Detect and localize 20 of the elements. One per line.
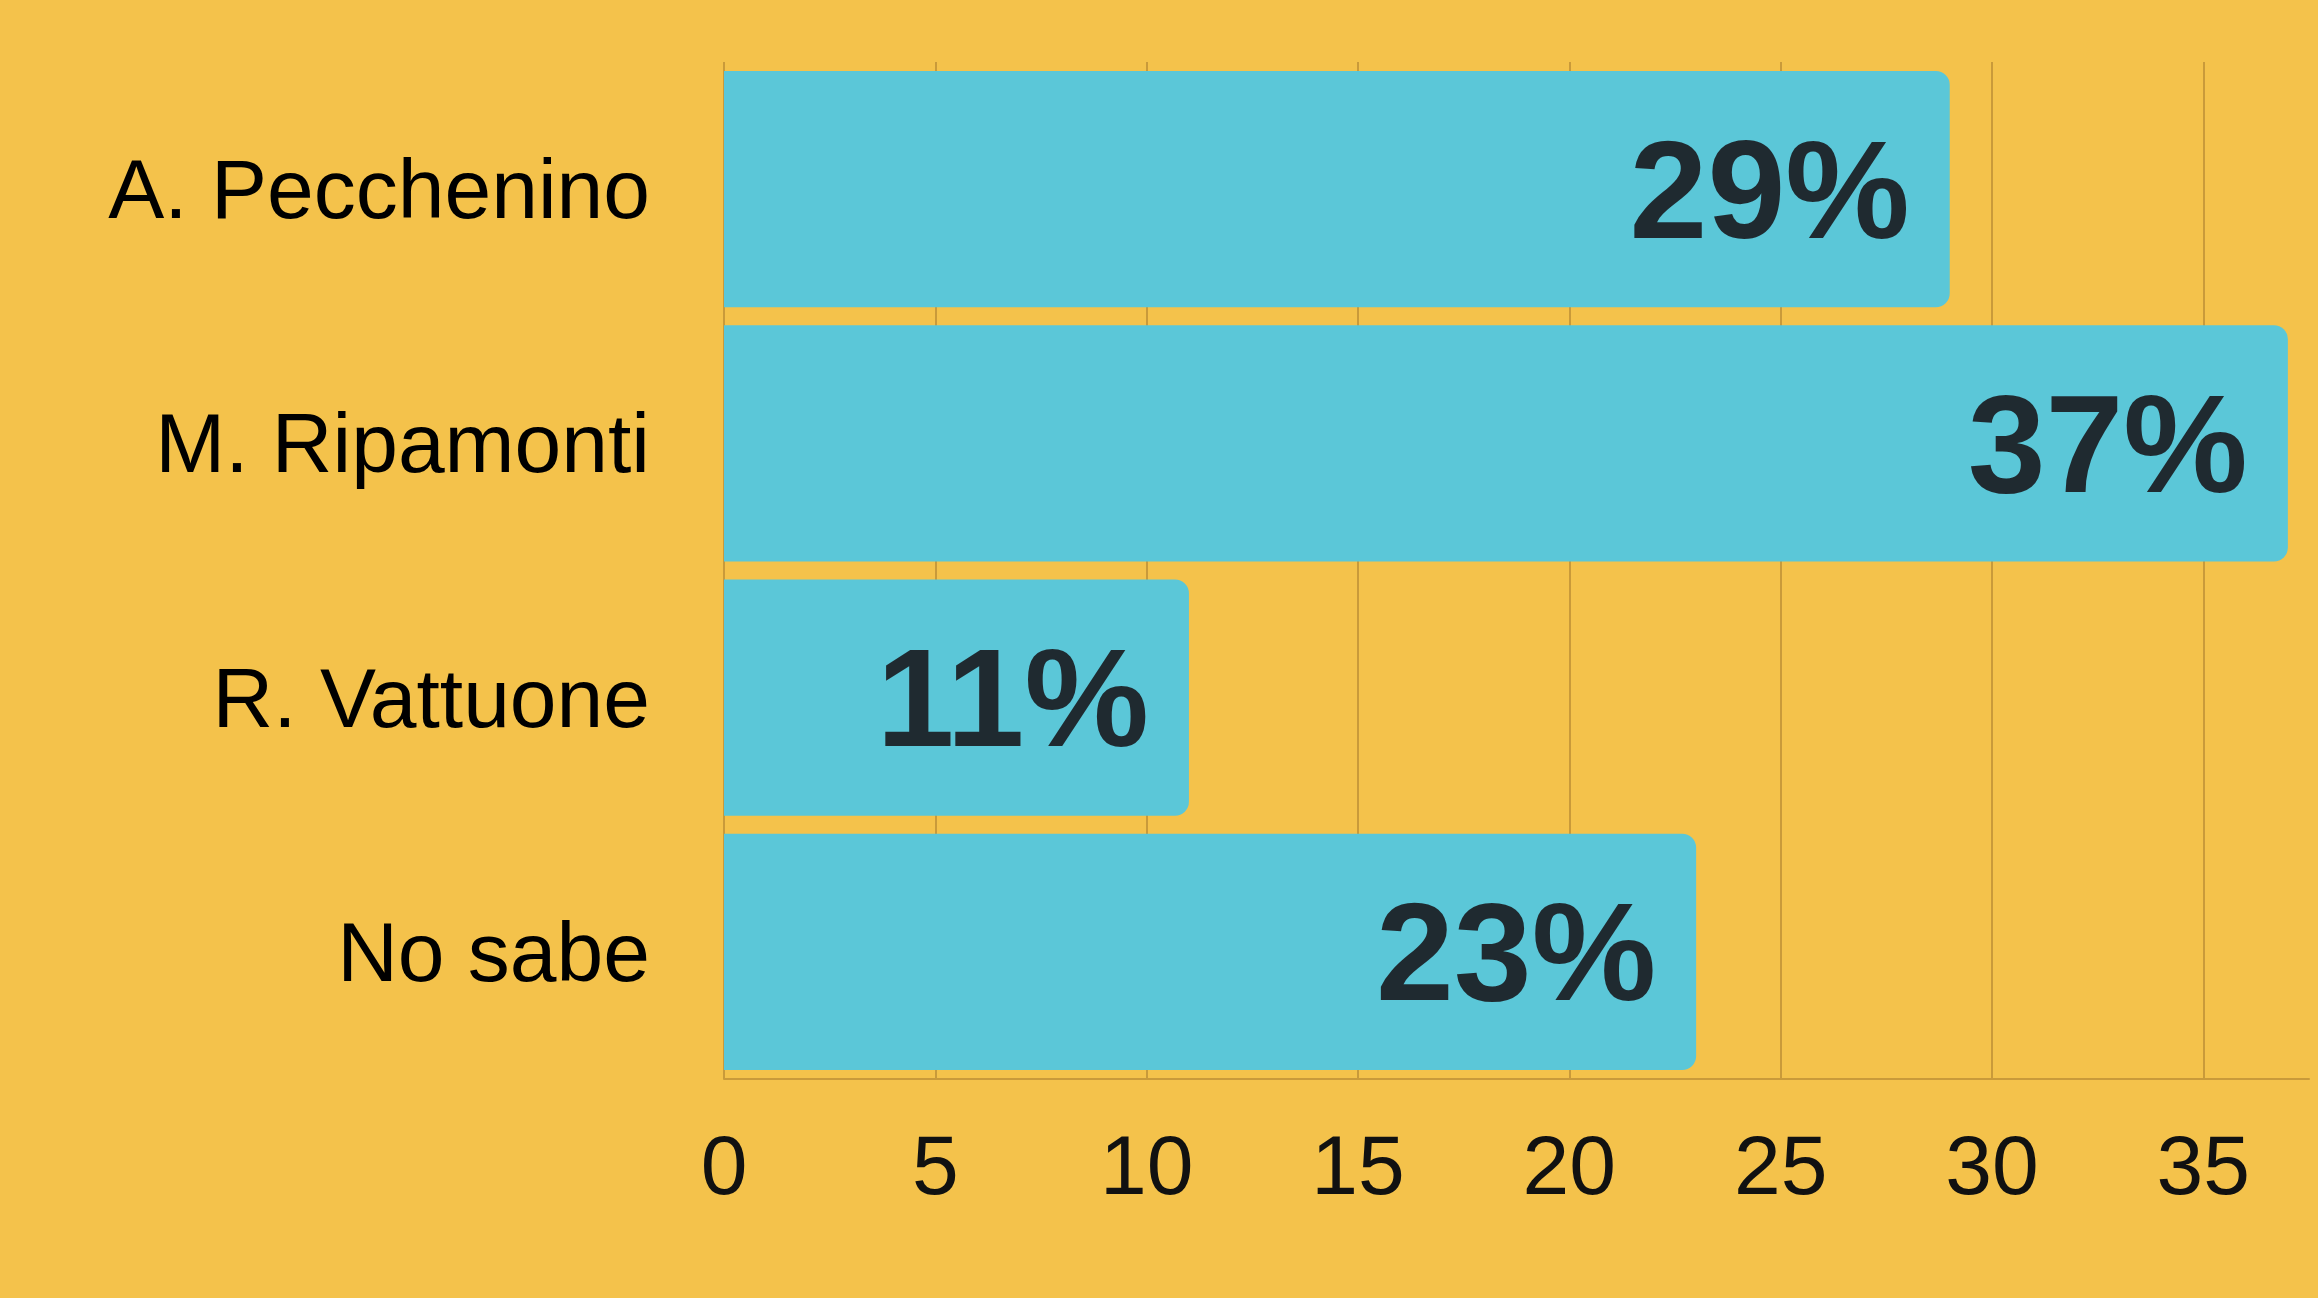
y-tick-label: A. Pecchenino [108,142,650,237]
y-tick-label: No sabe [337,904,650,999]
x-tick-label: 5 [911,1118,959,1212]
bar [724,579,1189,816]
bar [724,325,2288,562]
bar [724,833,1697,1071]
data-label: 29% [1629,110,1910,268]
x-tick-label: 20 [1522,1118,1617,1212]
bar [724,70,1950,308]
data-label: 11% [876,619,1149,777]
x-tick-label: 35 [2156,1118,2251,1212]
x-tick-label: 0 [700,1118,748,1212]
data-label: 37% [1967,364,2248,522]
y-tick-label: R. Vattuone [212,650,650,745]
y-tick-label: M. Ripamonti [155,396,650,491]
x-tick-label: 10 [1099,1118,1194,1212]
x-tick-label: 15 [1311,1118,1405,1212]
x-tick-label: 25 [1733,1118,1828,1212]
x-tick-label: 30 [1945,1118,2039,1212]
data-label: 23% [1375,873,1657,1031]
